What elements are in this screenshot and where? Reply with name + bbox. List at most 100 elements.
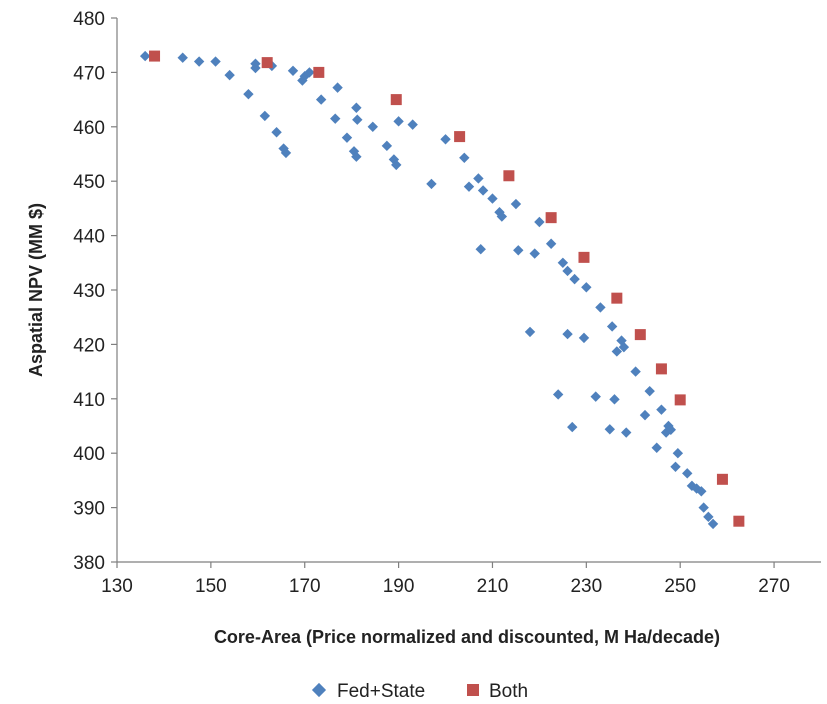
data-point-diamond bbox=[672, 448, 684, 459]
data-point-diamond bbox=[639, 409, 651, 421]
data-point-diamond bbox=[562, 265, 573, 277]
y-tick-label: 380 bbox=[73, 553, 105, 574]
x-tick-label: 230 bbox=[570, 576, 602, 597]
x-tick-label: 270 bbox=[758, 576, 790, 597]
data-point-diamond bbox=[510, 198, 522, 210]
data-point-square bbox=[454, 131, 466, 143]
data-point-diamond bbox=[621, 427, 632, 438]
y-axis-title: Aspatial NPV (MM $) bbox=[26, 203, 46, 377]
legend: Fed+State Both bbox=[311, 681, 528, 702]
data-point-diamond bbox=[609, 394, 620, 405]
data-point-diamond bbox=[193, 56, 205, 67]
data-point-diamond bbox=[590, 391, 601, 402]
x-tick-label: 170 bbox=[289, 576, 321, 597]
x-tick-label: 250 bbox=[664, 576, 696, 597]
data-point-diamond bbox=[426, 178, 437, 190]
data-point-diamond bbox=[250, 62, 261, 74]
x-tick-label: 190 bbox=[383, 576, 415, 597]
data-point-diamond bbox=[463, 181, 475, 192]
data-point-diamond bbox=[611, 346, 623, 357]
data-point-diamond bbox=[351, 151, 362, 162]
y-tick-label: 410 bbox=[73, 390, 105, 411]
y-tick-label: 390 bbox=[73, 499, 105, 520]
data-point-diamond bbox=[698, 502, 709, 513]
data-point-diamond bbox=[315, 94, 327, 105]
data-point-diamond bbox=[524, 326, 536, 338]
data-point-diamond bbox=[459, 152, 470, 164]
data-point-diamond bbox=[703, 511, 714, 523]
data-point-diamond bbox=[707, 518, 719, 530]
y-tick-label: 460 bbox=[73, 118, 105, 139]
data-point-diamond bbox=[513, 245, 524, 256]
series-fed-state bbox=[139, 50, 719, 530]
data-point-diamond bbox=[630, 366, 641, 377]
data-point-diamond bbox=[496, 211, 508, 222]
data-point-diamond bbox=[604, 424, 615, 435]
plot-area bbox=[116, 18, 821, 563]
data-point-diamond bbox=[644, 385, 655, 397]
data-point-square bbox=[149, 50, 161, 62]
data-point-diamond bbox=[280, 147, 292, 159]
data-point-square bbox=[545, 212, 557, 224]
data-point-diamond bbox=[341, 132, 353, 143]
data-point-square bbox=[390, 94, 402, 106]
data-point-diamond bbox=[569, 273, 580, 285]
data-point-diamond bbox=[367, 121, 378, 132]
data-point-square bbox=[578, 251, 590, 263]
y-tick-label: 470 bbox=[73, 63, 105, 84]
data-point-diamond bbox=[670, 461, 681, 472]
data-point-diamond bbox=[243, 88, 254, 100]
data-point-diamond bbox=[665, 424, 677, 436]
x-tick-label: 130 bbox=[101, 576, 133, 597]
data-point-square bbox=[313, 66, 325, 78]
data-point-diamond bbox=[552, 389, 564, 400]
data-point-diamond bbox=[407, 119, 418, 130]
data-point-diamond bbox=[330, 113, 341, 124]
data-point-square bbox=[733, 515, 745, 527]
data-point-diamond bbox=[475, 244, 486, 255]
y-tick-label: 480 bbox=[73, 9, 105, 30]
legend-item-fed-state: Fed+State bbox=[311, 681, 425, 702]
y-tick-label: 420 bbox=[73, 335, 105, 356]
data-point-diamond bbox=[656, 404, 667, 415]
data-point-diamond bbox=[529, 248, 540, 259]
data-point-diamond bbox=[352, 114, 363, 125]
data-point-square bbox=[655, 363, 667, 375]
data-point-diamond bbox=[682, 468, 693, 479]
series-both bbox=[149, 50, 745, 527]
data-point-diamond bbox=[332, 82, 343, 93]
data-marks bbox=[139, 50, 745, 530]
data-point-diamond bbox=[691, 483, 702, 494]
data-point-diamond bbox=[224, 69, 235, 81]
data-point-square bbox=[716, 473, 728, 485]
data-point-diamond bbox=[259, 110, 271, 122]
data-point-diamond bbox=[487, 193, 498, 204]
data-point-diamond bbox=[534, 216, 545, 228]
x-tick-label: 150 bbox=[195, 576, 227, 597]
legend-marker-square bbox=[467, 684, 479, 696]
y-tick-label: 450 bbox=[73, 172, 105, 193]
data-point-square bbox=[611, 292, 623, 304]
legend-label-both: Both bbox=[489, 681, 528, 702]
data-point-diamond bbox=[477, 185, 489, 196]
data-point-diamond bbox=[210, 56, 221, 67]
data-point-diamond bbox=[562, 328, 573, 340]
data-point-square bbox=[674, 394, 686, 406]
data-point-diamond bbox=[304, 67, 315, 78]
data-point-square bbox=[634, 329, 646, 341]
data-point-square bbox=[503, 170, 515, 182]
data-point-diamond bbox=[381, 140, 393, 152]
y-tick-label: 400 bbox=[73, 444, 105, 465]
x-axis-title: Core-Area (Price normalized and discount… bbox=[214, 627, 720, 647]
data-point-diamond bbox=[696, 486, 707, 497]
data-point-diamond bbox=[271, 127, 282, 138]
axis-ticks: 380 390 400 410 420 430 440 450 460 470 480 130 150 1… bbox=[73, 9, 790, 597]
legend-label-fed-state: Fed+State bbox=[337, 681, 425, 702]
data-point-diamond bbox=[473, 173, 484, 184]
data-point-diamond bbox=[348, 146, 360, 157]
y-tick-label: 430 bbox=[73, 281, 105, 302]
data-point-diamond bbox=[581, 282, 592, 293]
data-point-diamond bbox=[651, 442, 662, 453]
legend-item-both: Both bbox=[467, 681, 528, 702]
